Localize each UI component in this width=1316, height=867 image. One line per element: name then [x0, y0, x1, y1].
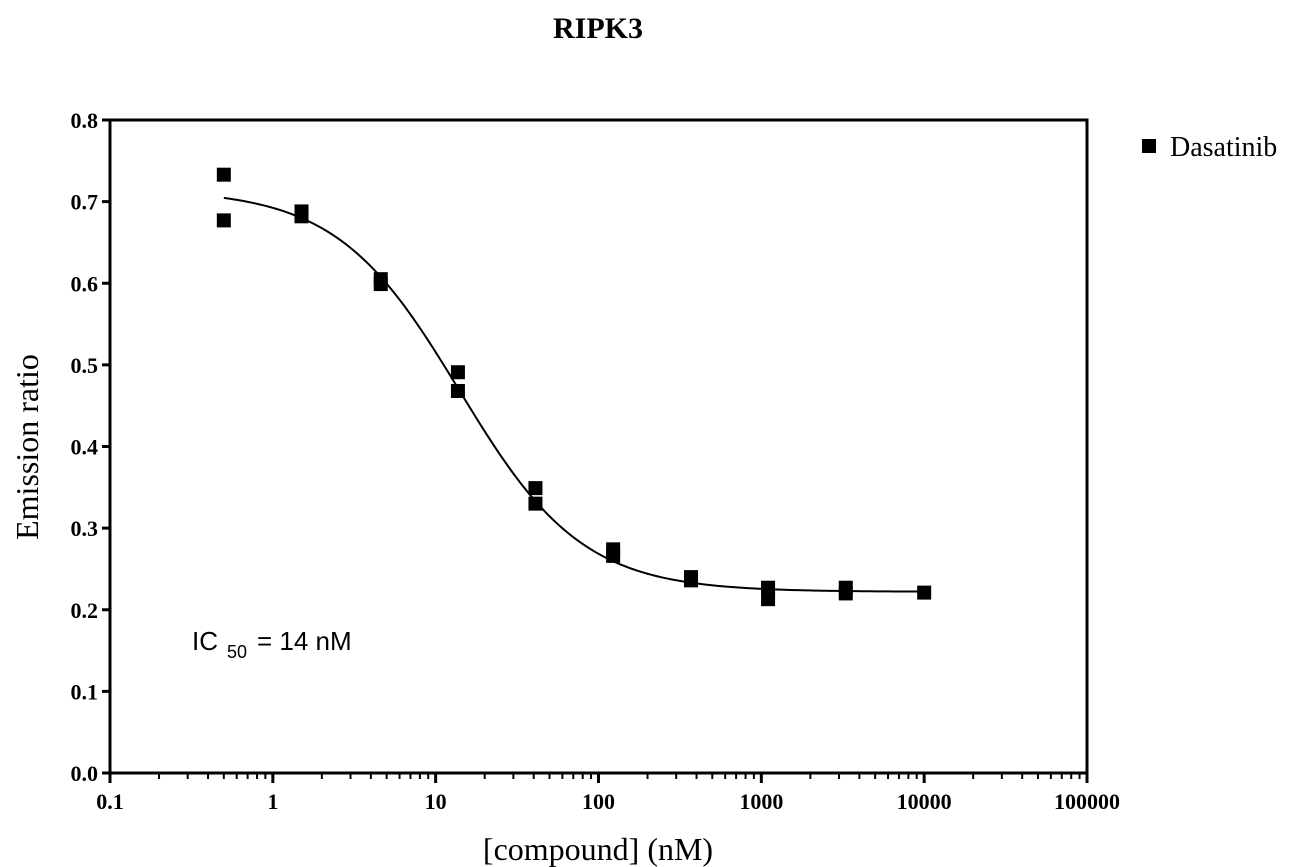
x-tick-label: 1000 [739, 789, 783, 814]
data-point [373, 277, 388, 292]
ic50-annotation: IC 50 = 14 nM [192, 626, 352, 662]
x-tick-label: 1 [267, 789, 278, 814]
data-point [450, 383, 465, 398]
data-point [294, 209, 309, 224]
x-tick-label: 0.1 [96, 789, 124, 814]
y-tick-label: 0.6 [71, 271, 99, 296]
y-tick-label: 0.0 [71, 761, 99, 786]
data-point [528, 496, 543, 511]
y-tick-label: 0.4 [71, 435, 99, 460]
plot-area [108, 118, 1089, 775]
ic50-subscript: 50 [227, 642, 247, 662]
x-tick-label: 100000 [1054, 789, 1120, 814]
fit-curve [223, 196, 925, 593]
data-point [216, 167, 231, 182]
data-point [761, 592, 776, 607]
x-tick-label: 10000 [897, 789, 952, 814]
data-point [606, 548, 621, 563]
legend-marker [1142, 139, 1156, 153]
y-tick-label: 0.8 [71, 108, 99, 133]
data-point [917, 585, 932, 600]
data-points [216, 167, 932, 607]
x-axis-label: [compound] (nM) [483, 831, 713, 867]
y-tick-label: 0.5 [71, 353, 99, 378]
legend: Dasatinib [1142, 132, 1277, 163]
plot-border [108, 118, 1089, 775]
data-point [528, 481, 543, 496]
data-point [216, 213, 231, 228]
y-tick-label: 0.3 [71, 516, 99, 541]
data-point [761, 580, 776, 595]
legend-label: Dasatinib [1170, 132, 1277, 163]
y-tick-label: 0.2 [71, 598, 99, 623]
ic50-value: = 14 nM [257, 626, 352, 656]
y-tick-label: 0.7 [71, 190, 99, 215]
data-point [838, 586, 853, 601]
chart-title: RIPK3 [553, 12, 643, 45]
x-axis: 0.1 1 10 100 1000 10000 100000 [96, 773, 1120, 814]
data-point [450, 365, 465, 380]
y-axis: 0.0 0.1 0.2 0.3 0.4 0.5 0.6 0.7 0.8 [71, 108, 110, 786]
data-point [684, 573, 699, 588]
x-tick-label: 100 [582, 789, 615, 814]
ic50-prefix: IC [192, 626, 218, 656]
y-tick-label: 0.1 [71, 679, 99, 704]
x-tick-label: 10 [425, 789, 447, 814]
y-axis-label: Emission ratio [9, 354, 45, 540]
